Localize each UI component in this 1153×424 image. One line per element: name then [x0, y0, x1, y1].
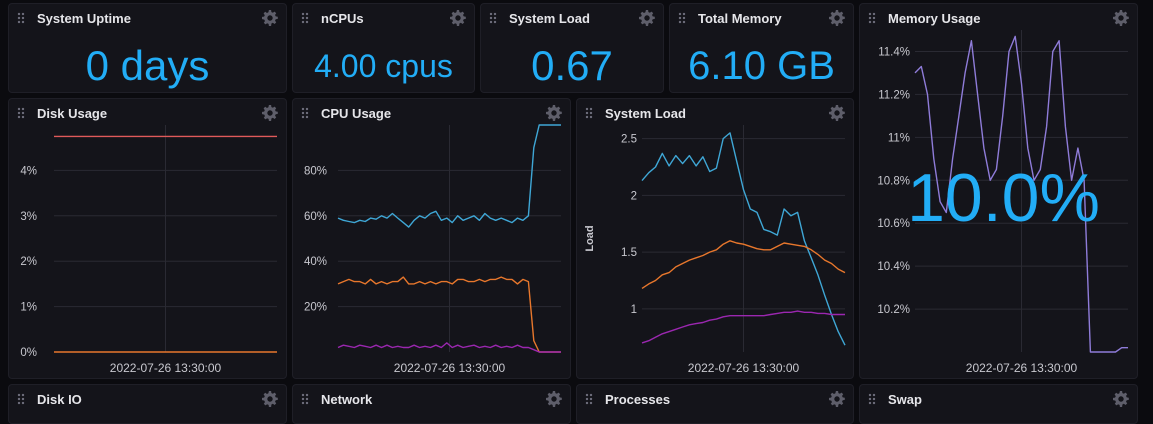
panel-cpu-usage: CPU Usage 20% 40% 60% 80% 2022-07-26 13:30:0…	[292, 98, 571, 379]
cpu-usage-chart[interactable]: 20% 40% 60% 80% 2022-07-26 13:30:00	[293, 99, 571, 379]
panel-title: Total Memory	[698, 11, 782, 26]
panel-header: System Uptime	[17, 10, 278, 28]
panel-system-load-chart: System Load 1 1.5 2 2.5 2022-07-26 13:30:00 L…	[576, 98, 854, 379]
panel-header: Total Memory	[678, 10, 845, 28]
panel-title: Memory Usage	[888, 11, 981, 26]
panel-system-load-single: System Load 0.67	[480, 3, 664, 93]
series-line	[641, 132, 846, 346]
y-tick-label: 0%	[20, 347, 37, 359]
y-tick-label: 3%	[20, 211, 37, 223]
panel-title: System Load	[605, 106, 686, 121]
panel-header: Network	[301, 391, 562, 409]
drag-handle-icon[interactable]	[17, 393, 25, 405]
y-tick-label: 1%	[20, 302, 37, 314]
panel-header: CPU Usage	[301, 105, 562, 123]
y-tick-label: 10.8%	[877, 175, 910, 187]
series-line	[337, 276, 561, 353]
panel-disk-usage: Disk Usage 0% 1% 2% 3% 4% 2022-07-26 13:30:00	[8, 98, 287, 379]
panel-ncpus: nCPUs 4.00 cpus	[292, 3, 475, 93]
drag-handle-icon[interactable]	[585, 107, 593, 119]
panel-header: nCPUs	[301, 10, 466, 28]
y-tick-label: 20%	[304, 302, 327, 314]
y-tick-label: 80%	[304, 165, 327, 177]
panel-title: Swap	[888, 392, 922, 407]
series-line	[641, 240, 846, 289]
gear-icon[interactable]	[262, 10, 278, 26]
series-line	[914, 35, 1128, 353]
y-tick-label: 10.4%	[877, 261, 910, 273]
panel-title: Disk IO	[37, 392, 82, 407]
drag-handle-icon[interactable]	[301, 393, 309, 405]
system-load-chart[interactable]: 1 1.5 2 2.5 2022-07-26 13:30:00 Load	[577, 99, 854, 379]
y-tick-label: 1.5	[621, 247, 637, 259]
gear-icon[interactable]	[1113, 391, 1129, 407]
drag-handle-icon[interactable]	[301, 107, 309, 119]
panel-header: System Load	[489, 10, 655, 28]
drag-handle-icon[interactable]	[301, 12, 309, 24]
panel-header: Processes	[585, 391, 845, 409]
y-tick-label: 10.2%	[877, 304, 910, 316]
y-tick-label: 60%	[304, 211, 327, 223]
series-line	[337, 124, 561, 228]
drag-handle-icon[interactable]	[585, 393, 593, 405]
panel-header: Disk Usage	[17, 105, 278, 123]
gear-icon[interactable]	[829, 391, 845, 407]
panel-title: Network	[321, 392, 373, 407]
gear-icon[interactable]	[450, 10, 466, 26]
x-tick-label: 2022-07-26 13:30:00	[394, 361, 506, 375]
x-tick-label: 2022-07-26 13:30:00	[110, 361, 222, 375]
panel-header: System Load	[585, 105, 845, 123]
panel-title: nCPUs	[321, 11, 364, 26]
stat-value: 0 days	[85, 42, 210, 89]
gear-icon[interactable]	[829, 10, 845, 26]
gear-icon[interactable]	[546, 391, 562, 407]
panel-header: Swap	[868, 391, 1129, 409]
y-axis-label: Load	[584, 225, 596, 251]
y-tick-label: 2%	[20, 256, 37, 268]
stat-value: 4.00 cpus	[314, 48, 453, 84]
y-tick-label: 11.4%	[878, 46, 910, 58]
stat-value: 10.0%	[907, 160, 1100, 236]
stat-value: 6.10 GB	[688, 44, 835, 88]
panel-disk-io: Disk IO	[8, 384, 287, 424]
y-tick-label: 11.2%	[878, 89, 910, 101]
panel-title: Disk Usage	[37, 106, 108, 121]
y-tick-label: 2.5	[621, 134, 637, 146]
drag-handle-icon[interactable]	[868, 12, 876, 24]
x-tick-label: 2022-07-26 13:30:00	[688, 361, 800, 375]
panel-system-uptime: System Uptime 0 days	[8, 3, 287, 93]
gear-icon[interactable]	[639, 10, 655, 26]
panel-title: System Load	[509, 11, 590, 26]
stat-value: 0.67	[531, 42, 613, 89]
memory-usage-chart[interactable]: 10.2% 10.4% 10.6% 10.8% 11% 11.2% 11.4% 2022-07…	[860, 4, 1138, 379]
series-line	[641, 310, 845, 344]
disk-usage-chart[interactable]: 0% 1% 2% 3% 4% 2022-07-26 13:30:00	[9, 99, 287, 379]
drag-handle-icon[interactable]	[17, 12, 25, 24]
y-tick-label: 40%	[304, 256, 327, 268]
panel-title: System Uptime	[37, 11, 131, 26]
y-tick-label: 4%	[20, 165, 37, 177]
y-tick-label: 1	[631, 304, 637, 316]
y-tick-label: 10.6%	[877, 218, 910, 230]
drag-handle-icon[interactable]	[17, 107, 25, 119]
x-tick-label: 2022-07-26 13:30:00	[966, 361, 1078, 375]
panel-title: Processes	[605, 392, 671, 407]
panel-memory-usage: Memory Usage 10.2% 10.4% 10.6% 10.8% 11% 11.2…	[859, 3, 1138, 379]
panel-header: Memory Usage	[868, 10, 1129, 28]
drag-handle-icon[interactable]	[678, 12, 686, 24]
drag-handle-icon[interactable]	[489, 12, 497, 24]
drag-handle-icon[interactable]	[868, 393, 876, 405]
panel-total-memory: Total Memory 6.10 GB	[669, 3, 854, 93]
panel-header: Disk IO	[17, 391, 278, 409]
panel-swap: Swap	[859, 384, 1138, 424]
y-tick-label: 11%	[888, 132, 910, 144]
series-line	[337, 342, 561, 353]
panel-processes: Processes	[576, 384, 854, 424]
gear-icon[interactable]	[262, 391, 278, 407]
y-tick-label: 2	[631, 190, 637, 202]
panel-title: CPU Usage	[321, 106, 392, 121]
panel-network: Network	[292, 384, 571, 424]
